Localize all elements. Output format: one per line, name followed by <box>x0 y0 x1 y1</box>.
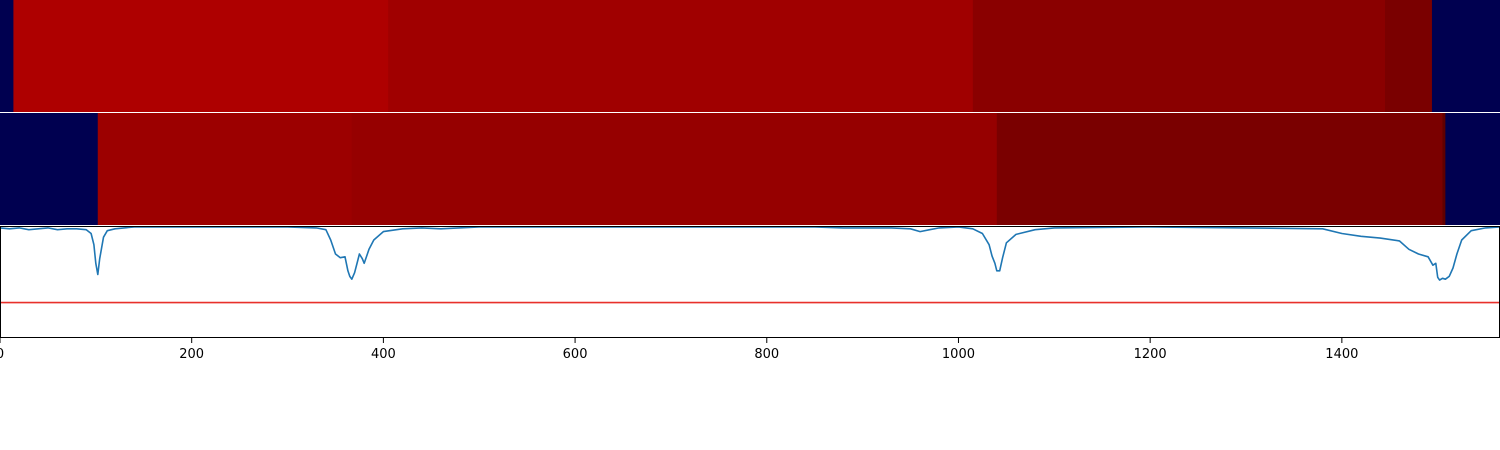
x-tick-label: 1000 <box>942 347 975 362</box>
heatmap-segment <box>351 113 998 225</box>
x-axis: 0 200 400 600 800 1000 1200 1400 <box>0 338 1358 362</box>
heatmap-segment <box>13 0 389 112</box>
heatmap-segment <box>1431 0 1500 112</box>
x-tick-label: 200 <box>179 347 204 362</box>
heatmap-segment <box>972 0 1386 112</box>
heatmap-row-top <box>0 0 1500 112</box>
heatmap-segment <box>0 0 14 112</box>
line-panel <box>0 226 1500 338</box>
x-tick-label: 800 <box>754 347 779 362</box>
heatmap-segment <box>1384 0 1433 112</box>
x-tick-label: 400 <box>371 347 396 362</box>
heatmap-segment <box>0 113 99 225</box>
heatmap-segment <box>388 0 974 112</box>
x-tick-label: 1400 <box>1325 347 1358 362</box>
x-tick-label: 600 <box>563 347 588 362</box>
x-tick-label: 1200 <box>1134 347 1167 362</box>
heatmap-segment <box>996 113 1443 225</box>
x-tick-label: 0 <box>0 347 4 362</box>
line-panel-background <box>0 226 1500 338</box>
heatmap-segment <box>1442 113 1446 225</box>
heatmap-segment <box>97 113 353 225</box>
heatmap-segment <box>1445 113 1500 225</box>
heatmap-row-bottom <box>0 113 1500 225</box>
